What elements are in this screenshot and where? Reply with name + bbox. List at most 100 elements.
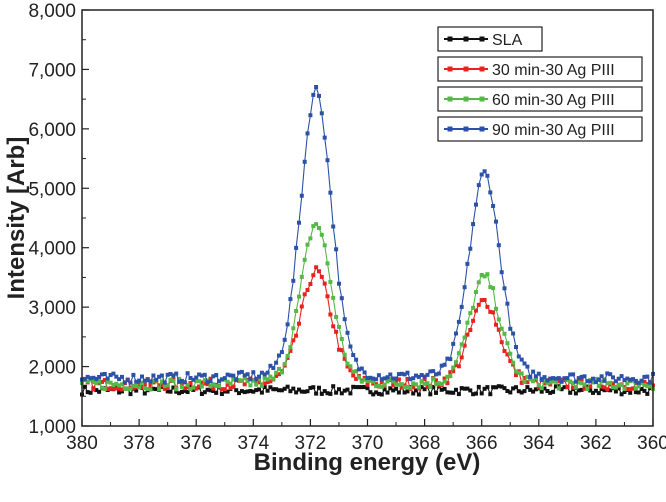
data-point	[208, 379, 213, 384]
data-point	[356, 385, 361, 390]
data-point	[279, 350, 284, 355]
data-point	[105, 379, 110, 384]
data-point	[222, 387, 227, 392]
data-point	[219, 377, 224, 382]
series-group	[80, 85, 655, 397]
data-point	[479, 391, 484, 396]
data-point	[331, 324, 336, 329]
data-point	[636, 390, 641, 395]
data-point	[571, 372, 576, 377]
data-point	[456, 319, 461, 324]
data-point	[431, 376, 436, 381]
data-point	[211, 382, 216, 387]
data-point	[479, 273, 484, 277]
data-point	[485, 173, 490, 178]
data-point	[279, 388, 284, 393]
data-point	[208, 388, 213, 393]
data-point	[365, 382, 370, 387]
data-point	[362, 370, 367, 375]
data-point	[268, 363, 273, 368]
data-point	[228, 381, 233, 386]
data-point	[182, 380, 187, 385]
data-point	[514, 369, 518, 374]
data-point	[305, 242, 310, 247]
data-point	[579, 377, 584, 382]
data-point	[182, 388, 187, 393]
data-point	[505, 389, 510, 393]
data-point	[319, 232, 324, 237]
data-point	[611, 385, 615, 390]
data-point	[285, 384, 290, 389]
data-point	[168, 389, 173, 394]
data-point	[114, 374, 119, 379]
data-point	[342, 352, 347, 357]
data-point	[191, 385, 196, 390]
data-point	[533, 374, 538, 379]
data-point	[462, 386, 467, 391]
data-point	[396, 377, 401, 382]
data-point	[399, 371, 404, 376]
legend-swatch-marker	[463, 96, 469, 102]
data-point	[188, 376, 193, 380]
data-point	[359, 385, 364, 390]
data-point	[297, 220, 301, 225]
data-point	[454, 363, 458, 368]
data-point	[508, 326, 513, 331]
data-point	[345, 387, 350, 392]
data-point	[542, 381, 547, 386]
data-point	[522, 380, 527, 384]
data-point	[265, 380, 270, 385]
data-point	[314, 222, 319, 227]
data-point	[599, 379, 604, 384]
data-point	[231, 373, 236, 378]
legend-swatch-marker	[463, 36, 469, 42]
data-point	[137, 378, 142, 383]
legend-item: SLA	[437, 26, 543, 52]
x-tick-label: 378	[123, 433, 155, 454]
data-point	[385, 375, 390, 380]
data-point	[394, 382, 399, 387]
data-point	[214, 384, 219, 388]
data-point	[631, 386, 635, 391]
data-point	[322, 281, 327, 286]
data-point	[140, 385, 144, 389]
data-point	[511, 331, 516, 336]
data-point	[142, 378, 147, 383]
data-point	[148, 379, 153, 384]
data-point	[476, 384, 481, 389]
data-point	[579, 381, 584, 386]
data-point	[108, 380, 113, 385]
data-point	[142, 382, 147, 387]
data-point	[171, 385, 176, 390]
data-point	[445, 374, 450, 379]
data-point	[145, 378, 150, 383]
data-point	[157, 383, 162, 388]
data-point	[285, 322, 290, 327]
data-point	[242, 373, 247, 378]
data-point	[422, 374, 427, 379]
data-point	[576, 380, 581, 385]
data-point	[354, 369, 359, 374]
data-point	[562, 385, 567, 390]
data-point	[179, 385, 184, 390]
data-point	[599, 374, 604, 379]
data-point	[439, 387, 444, 392]
data-point	[474, 290, 478, 294]
data-point	[419, 373, 424, 377]
data-point	[174, 371, 179, 376]
data-point	[411, 391, 416, 396]
data-point	[342, 388, 347, 393]
data-point	[548, 382, 553, 387]
data-point	[505, 341, 510, 346]
data-point	[311, 273, 316, 278]
data-point	[248, 389, 253, 393]
data-point	[262, 376, 267, 381]
data-point	[582, 382, 587, 387]
data-point	[622, 387, 627, 391]
data-point	[396, 390, 401, 395]
data-point	[516, 354, 521, 359]
data-point	[368, 375, 373, 380]
data-point	[405, 384, 410, 389]
data-point	[317, 269, 321, 274]
data-point	[456, 392, 461, 397]
